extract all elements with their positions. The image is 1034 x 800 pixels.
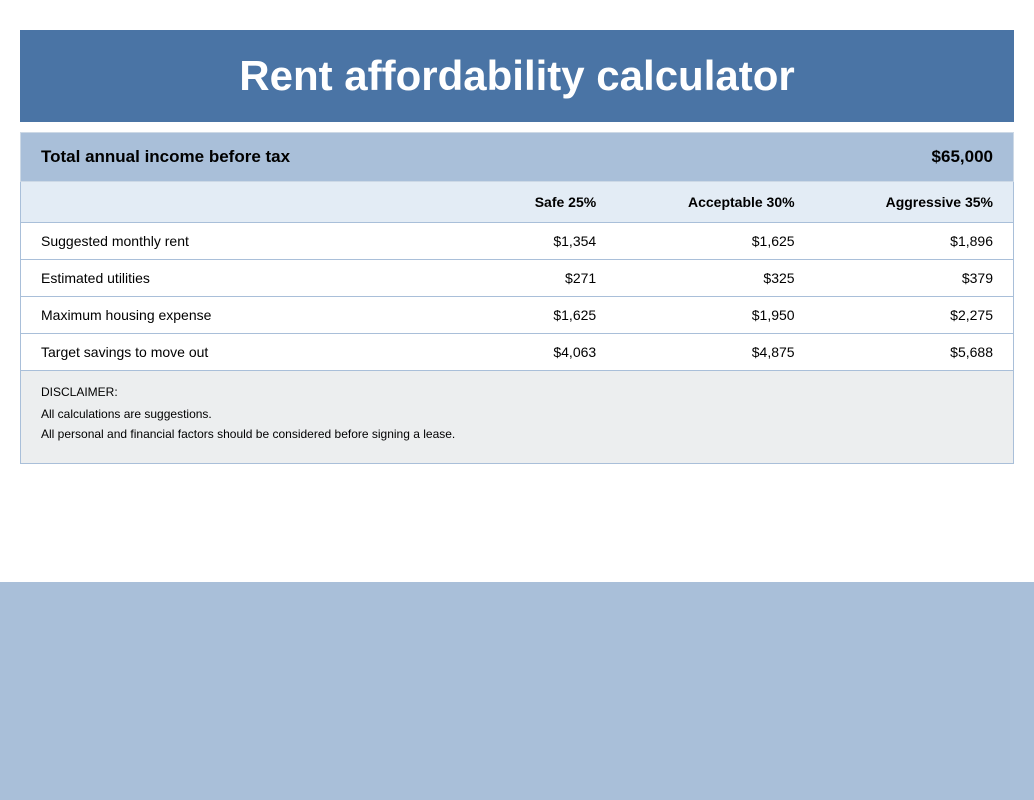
cell-value: $1,625	[616, 223, 814, 260]
table-row: Target savings to move out $4,063 $4,875…	[21, 334, 1013, 371]
cell-value: $1,625	[418, 297, 616, 334]
table-row: Estimated utilities $271 $325 $379	[21, 260, 1013, 297]
cell-value: $2,275	[815, 297, 1013, 334]
content-box: Safe 25% Acceptable 30% Aggressive 35% S…	[20, 182, 1014, 464]
disclaimer-line: All calculations are suggestions.	[41, 407, 993, 421]
cell-value: $4,063	[418, 334, 616, 371]
cell-value: $1,950	[616, 297, 814, 334]
col-header-blank	[21, 182, 418, 223]
disclaimer-line: All personal and financial factors shoul…	[41, 427, 993, 441]
cell-value: $1,354	[418, 223, 616, 260]
table-row: Maximum housing expense $1,625 $1,950 $2…	[21, 297, 1013, 334]
col-header-safe: Safe 25%	[418, 182, 616, 223]
cell-value: $1,896	[815, 223, 1013, 260]
cell-value: $4,875	[616, 334, 814, 371]
row-label: Estimated utilities	[21, 260, 418, 297]
cell-value: $5,688	[815, 334, 1013, 371]
cell-value: $325	[616, 260, 814, 297]
income-value: $65,000	[932, 147, 993, 167]
disclaimer-heading: DISCLAIMER:	[41, 385, 993, 399]
row-label: Suggested monthly rent	[21, 223, 418, 260]
footer-band	[0, 582, 1034, 800]
table-row: Suggested monthly rent $1,354 $1,625 $1,…	[21, 223, 1013, 260]
page-title: Rent affordability calculator	[20, 30, 1014, 122]
row-label: Target savings to move out	[21, 334, 418, 371]
col-header-acceptable: Acceptable 30%	[616, 182, 814, 223]
cell-value: $379	[815, 260, 1013, 297]
income-row: Total annual income before tax $65,000	[20, 132, 1014, 182]
col-header-aggressive: Aggressive 35%	[815, 182, 1013, 223]
disclaimer-box: DISCLAIMER: All calculations are suggest…	[21, 371, 1013, 463]
affordability-table: Safe 25% Acceptable 30% Aggressive 35% S…	[21, 182, 1013, 371]
row-label: Maximum housing expense	[21, 297, 418, 334]
main-container: Rent affordability calculator Total annu…	[0, 0, 1034, 464]
cell-value: $271	[418, 260, 616, 297]
income-label: Total annual income before tax	[41, 147, 290, 167]
table-header-row: Safe 25% Acceptable 30% Aggressive 35%	[21, 182, 1013, 223]
